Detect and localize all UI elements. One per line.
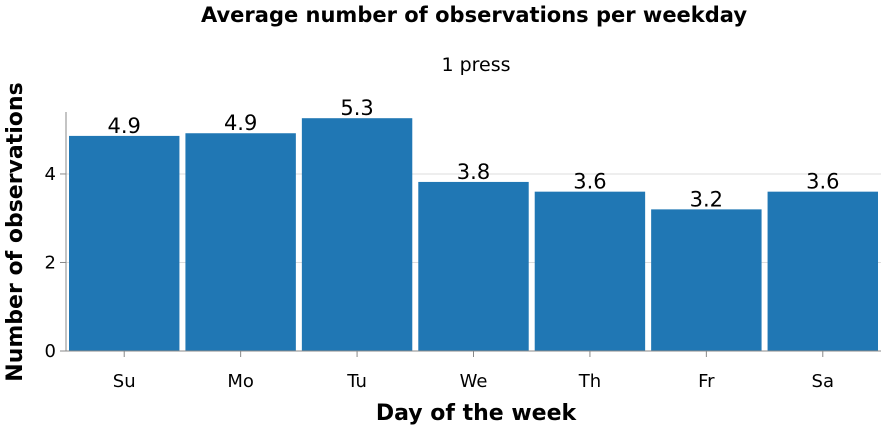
x-tick-label-fr: Fr: [698, 371, 715, 392]
data-label-fr: 3.2: [690, 187, 723, 211]
bar-mo: [185, 133, 296, 351]
chart-title: Average number of observations per weekd…: [201, 3, 747, 27]
x-axis: Su Mo Tu We Th Fr Sa: [66, 350, 881, 392]
x-tick-label-su: Su: [113, 371, 136, 392]
y-tick-label: 4: [45, 164, 56, 185]
y-axis: 0 2 4: [45, 112, 67, 362]
chart-subtitle: 1 press: [441, 54, 510, 76]
x-tick-label-mo: Mo: [227, 371, 254, 392]
x-tick-label-we: We: [460, 371, 488, 392]
data-label-su: 4.9: [108, 114, 141, 138]
x-tick-label-th: Th: [578, 371, 601, 392]
bar-su: [69, 135, 180, 351]
bar-sa: [767, 191, 878, 351]
y-tick-label: 0: [45, 341, 56, 362]
y-axis-title: Number of observations: [3, 82, 28, 381]
data-label-mo: 4.9: [224, 111, 257, 135]
data-label-th: 3.6: [573, 170, 606, 194]
data-label-tu: 5.3: [340, 96, 373, 120]
bar-we: [418, 181, 529, 351]
y-tick-label: 2: [45, 252, 56, 273]
x-tick-label-tu: Tu: [346, 371, 367, 392]
bar-fr: [651, 209, 762, 351]
data-label-sa: 3.6: [806, 170, 839, 194]
x-axis-title: Day of the week: [376, 401, 578, 426]
data-labels: 4.9 4.9 5.3 3.8 3.6 3.2 3.6: [108, 96, 840, 211]
x-tick-label-sa: Sa: [812, 371, 834, 392]
bars: [69, 118, 878, 352]
bar-th: [534, 191, 646, 351]
data-label-we: 3.8: [457, 160, 490, 184]
bar-tu: [301, 118, 413, 352]
